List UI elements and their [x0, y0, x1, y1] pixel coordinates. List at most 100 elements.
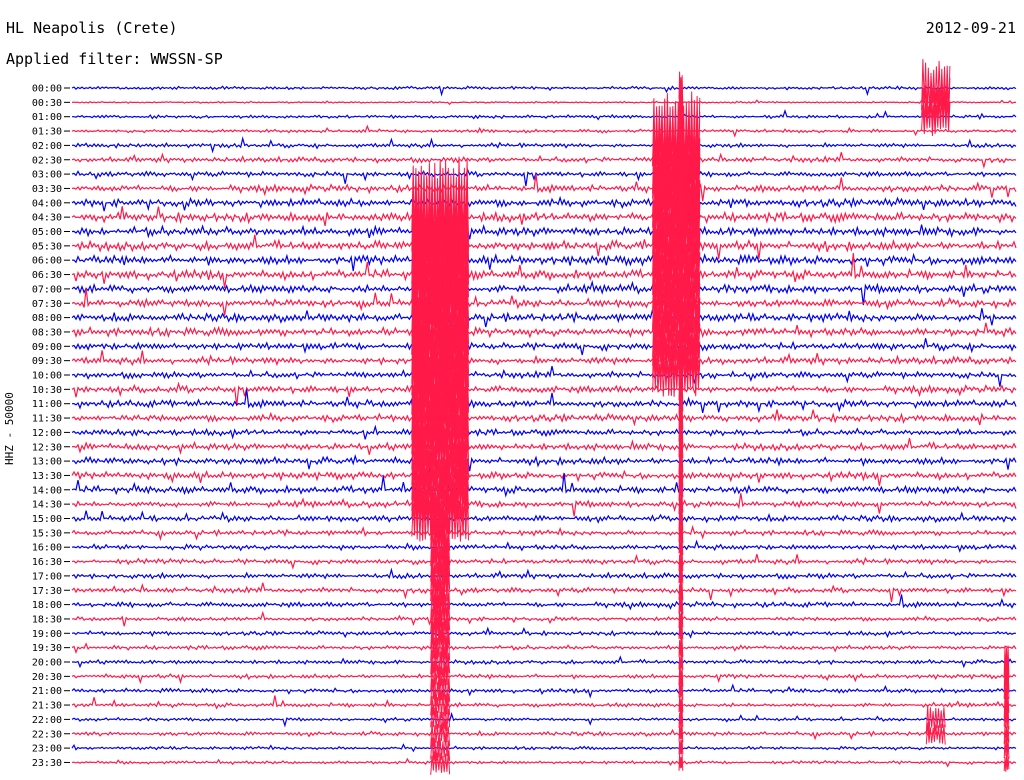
event-burst	[678, 695, 684, 715]
trace-line	[71, 350, 1017, 367]
time-label: 10:30	[32, 385, 62, 396]
trace-line	[71, 437, 1017, 456]
time-label: 00:00	[32, 84, 62, 95]
event-burst	[678, 579, 684, 601]
event-burst	[411, 232, 469, 317]
trace-line	[71, 308, 1017, 328]
trace-line	[71, 252, 1017, 272]
event-burst	[678, 522, 684, 544]
trace-line	[71, 279, 1017, 306]
event-burst	[1003, 674, 1010, 703]
event-burst	[678, 623, 684, 644]
event-burst	[1003, 664, 1010, 693]
event-burst	[1003, 705, 1010, 730]
event-burst	[678, 377, 684, 404]
trace-line	[71, 389, 1017, 417]
trace-line	[71, 252, 1017, 288]
event-burst	[430, 570, 451, 611]
time-label: 19:30	[32, 643, 62, 654]
event-burst	[678, 115, 684, 149]
date-label: 2012-09-21	[925, 19, 1016, 37]
trace-line	[71, 553, 1017, 570]
event-burst	[678, 360, 684, 390]
trace-line	[71, 288, 1017, 316]
time-label: 12:00	[32, 428, 62, 439]
trace-line	[71, 454, 1017, 472]
event-burst	[411, 185, 469, 275]
trace-line	[71, 85, 1017, 97]
event-burst	[678, 550, 684, 572]
trace-line	[71, 493, 1017, 517]
event-burst	[411, 324, 469, 396]
trace-line	[71, 136, 1017, 154]
event-burst	[411, 202, 469, 291]
event-burst	[430, 615, 451, 652]
event-burst	[411, 478, 469, 530]
event-burst	[678, 174, 684, 204]
event-burst	[678, 275, 684, 303]
event-burst	[678, 232, 684, 262]
event-burst	[411, 370, 469, 437]
event-burst	[678, 186, 684, 219]
event-burst	[411, 263, 469, 341]
event-burst	[430, 677, 451, 707]
time-label: 06:00	[32, 256, 62, 267]
event-burst	[411, 463, 469, 517]
event-burst	[678, 391, 684, 415]
time-label: 10:00	[32, 371, 62, 382]
time-label: 01:30	[32, 127, 62, 138]
event-burst	[430, 600, 451, 638]
event-burst	[430, 720, 451, 748]
event-burst	[678, 638, 684, 658]
trace-line	[71, 152, 1017, 169]
time-label: 11:30	[32, 414, 62, 425]
time-label: 19:00	[32, 629, 62, 640]
time-label: 00:30	[32, 98, 62, 109]
event-burst	[430, 660, 451, 693]
event-burst	[430, 689, 451, 719]
time-label: 21:00	[32, 686, 62, 697]
trace-line	[71, 472, 1017, 498]
event-burst	[430, 494, 451, 542]
event-burst	[411, 294, 469, 369]
event-burst	[678, 420, 684, 445]
event-burst	[411, 418, 469, 476]
trace-line	[71, 424, 1017, 440]
time-label: 16:00	[32, 543, 62, 554]
event-burst	[678, 220, 684, 247]
event-burst	[678, 130, 684, 161]
trace-line	[71, 582, 1017, 603]
time-label: 23:30	[32, 758, 62, 769]
event-burst	[678, 596, 684, 616]
event-burst	[411, 309, 469, 384]
event-burst	[652, 322, 701, 370]
time-label: 14:00	[32, 485, 62, 496]
event-burst	[678, 710, 684, 728]
event-burst	[430, 644, 451, 679]
time-label: 22:00	[32, 715, 62, 726]
event-burst	[678, 739, 684, 755]
event-burst	[678, 158, 684, 191]
time-label: 04:00	[32, 198, 62, 209]
event-burst	[678, 71, 684, 106]
event-burst	[411, 156, 469, 251]
time-label: 03:30	[32, 184, 62, 195]
time-label: 15:00	[32, 514, 62, 525]
time-label: 15:30	[32, 528, 62, 539]
event-marks	[411, 59, 1010, 775]
trace-line	[71, 510, 1017, 524]
trace-line	[71, 174, 1017, 202]
event-burst	[678, 477, 684, 501]
event-burst	[430, 706, 451, 733]
event-burst	[1003, 645, 1010, 678]
trace-line	[71, 728, 1017, 741]
time-label: 01:00	[32, 112, 62, 123]
event-burst	[1003, 724, 1010, 745]
event-burst	[678, 291, 684, 318]
trace-line	[71, 98, 1017, 106]
event-burst	[678, 332, 684, 359]
event-burst	[921, 96, 951, 137]
event-burst	[430, 750, 451, 775]
time-label: 13:30	[32, 471, 62, 482]
event-burst	[678, 305, 684, 332]
